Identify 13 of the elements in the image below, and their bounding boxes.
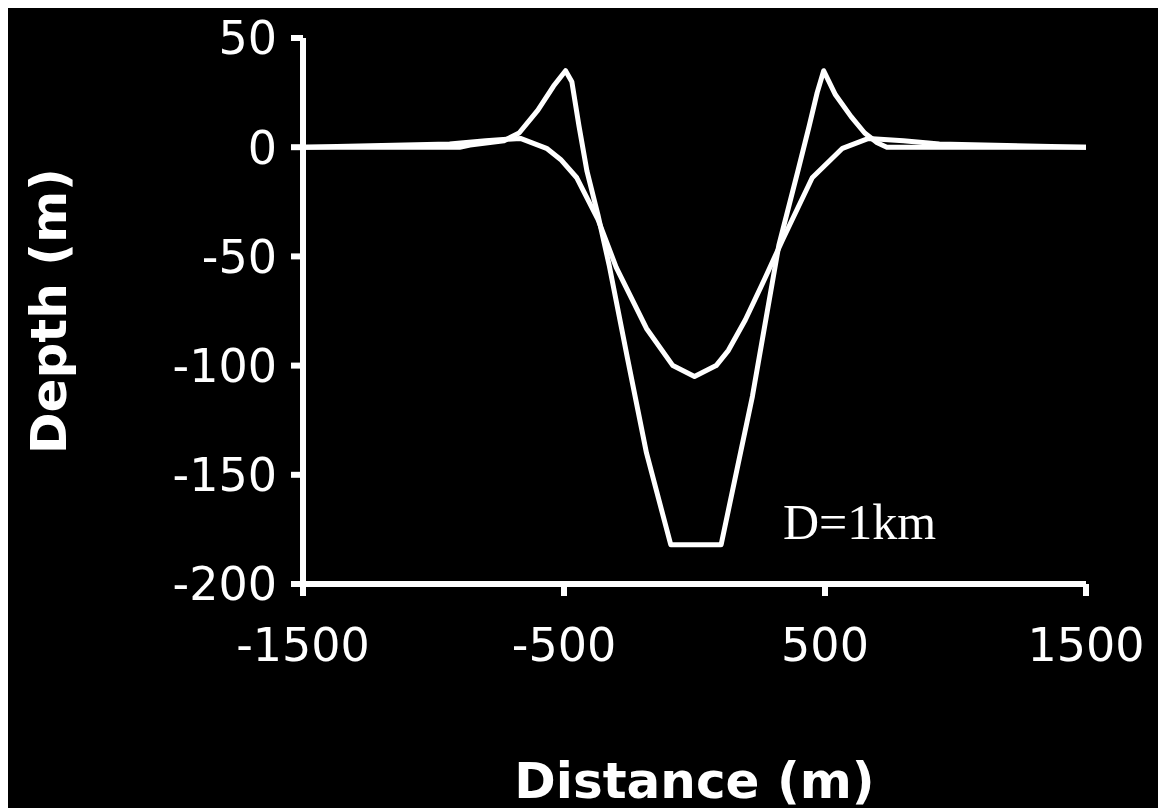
y-axis-title: Depth (m): [19, 168, 78, 454]
x-tick-label: 500: [781, 617, 869, 672]
x-tick-label: -500: [511, 617, 617, 672]
y-tick-label: -200: [172, 557, 277, 612]
x-tick-label: 1500: [1027, 617, 1145, 672]
x-axis-title: Distance (m): [514, 752, 875, 809]
y-tick-label: 50: [218, 11, 277, 66]
y-tick-label: -100: [172, 338, 277, 393]
y-tick-label: 0: [247, 120, 277, 175]
annotation: D=1km: [783, 493, 937, 551]
y-tick-label: -150: [172, 448, 277, 503]
x-tick-label: -1500: [236, 617, 370, 672]
y-tick-label: -50: [201, 229, 277, 284]
